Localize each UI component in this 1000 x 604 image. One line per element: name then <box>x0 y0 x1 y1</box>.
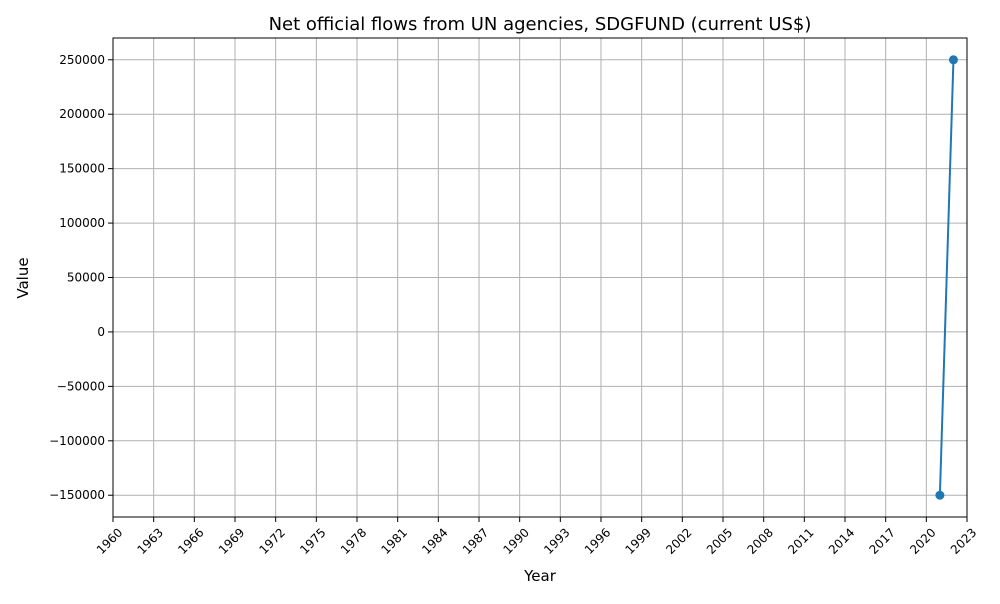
x-tick-label: 2008 <box>745 525 776 556</box>
x-tick-label: 2002 <box>663 525 694 556</box>
x-tick-label: 2020 <box>907 525 938 556</box>
x-tick-label: 1984 <box>419 525 450 556</box>
series-layer <box>935 55 958 500</box>
y-axis-label: Value <box>14 257 32 298</box>
x-tick-label: 2017 <box>867 525 898 556</box>
y-tick-label: 100000 <box>59 216 105 230</box>
x-axis-label: Year <box>523 567 557 585</box>
x-tick-label: 2011 <box>785 525 816 556</box>
y-tick-label: 50000 <box>67 271 105 285</box>
data-point <box>935 490 945 500</box>
y-tick-label: −150000 <box>49 488 105 502</box>
x-tick-label: 1993 <box>541 525 572 556</box>
x-tick-label: 1972 <box>257 525 288 556</box>
y-tick-label: 200000 <box>59 107 105 121</box>
x-tick-label: 1990 <box>501 525 532 556</box>
y-tick-label: −100000 <box>49 434 105 448</box>
x-tick-label: 1975 <box>297 525 328 556</box>
x-tick-label: 2014 <box>826 525 857 556</box>
x-tick-label: 1966 <box>175 525 206 556</box>
x-tick-label: 2005 <box>704 525 735 556</box>
x-tick-label: 1999 <box>623 525 654 556</box>
y-tick-label: −50000 <box>57 379 105 393</box>
x-tick-label: 1978 <box>338 525 369 556</box>
series-line <box>938 59 955 496</box>
ticks: 1960 1963 1966 1969 1972 1975 1978 1981 1984 1987… <box>49 53 979 557</box>
x-tick-label: 2023 <box>948 525 979 556</box>
x-tick-label: 1963 <box>135 525 166 556</box>
y-tick-label: 250000 <box>59 53 105 67</box>
y-tick-label: 0 <box>97 325 105 339</box>
y-tick-label: 150000 <box>59 162 105 176</box>
x-tick-label: 1969 <box>216 525 247 556</box>
grid <box>112 38 968 517</box>
chart-title: Net official flows from UN agencies, SDG… <box>269 14 812 35</box>
x-tick-label: 1987 <box>460 525 491 556</box>
data-point <box>948 55 958 65</box>
x-tick-label: 1960 <box>94 525 125 556</box>
x-tick-label: 1981 <box>379 525 410 556</box>
x-tick-label: 1996 <box>582 525 613 556</box>
